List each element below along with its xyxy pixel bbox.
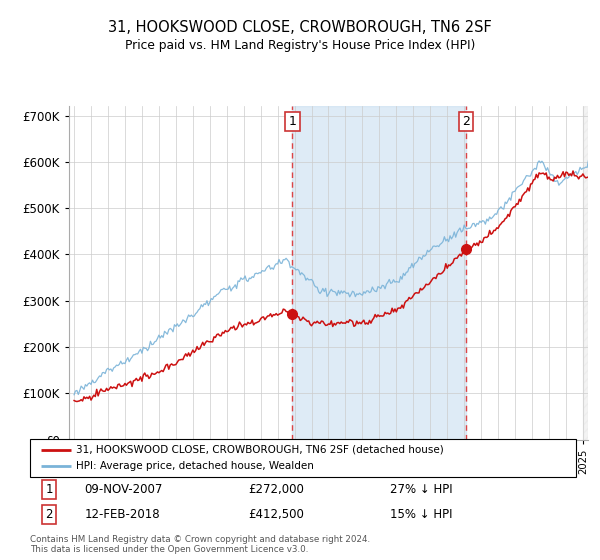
Bar xyxy=(583,106,588,440)
Text: 31, HOOKSWOOD CLOSE, CROWBOROUGH, TN6 2SF (detached house): 31, HOOKSWOOD CLOSE, CROWBOROUGH, TN6 2S… xyxy=(76,445,444,455)
Text: £412,500: £412,500 xyxy=(248,508,304,521)
Text: £272,000: £272,000 xyxy=(248,483,304,496)
Text: 15% ↓ HPI: 15% ↓ HPI xyxy=(391,508,453,521)
Text: 2: 2 xyxy=(463,115,470,128)
Bar xyxy=(292,106,466,440)
Text: 1: 1 xyxy=(46,483,53,496)
Text: 09-NOV-2007: 09-NOV-2007 xyxy=(85,483,163,496)
Text: 2: 2 xyxy=(46,508,53,521)
Text: 31, HOOKSWOOD CLOSE, CROWBOROUGH, TN6 2SF: 31, HOOKSWOOD CLOSE, CROWBOROUGH, TN6 2S… xyxy=(108,20,492,35)
Text: HPI: Average price, detached house, Wealden: HPI: Average price, detached house, Weal… xyxy=(76,461,314,472)
Text: Contains HM Land Registry data © Crown copyright and database right 2024.
This d: Contains HM Land Registry data © Crown c… xyxy=(30,535,370,554)
Text: 1: 1 xyxy=(289,115,296,128)
Text: 27% ↓ HPI: 27% ↓ HPI xyxy=(391,483,453,496)
Text: Price paid vs. HM Land Registry's House Price Index (HPI): Price paid vs. HM Land Registry's House … xyxy=(125,39,475,52)
FancyBboxPatch shape xyxy=(30,439,576,477)
Text: 12-FEB-2018: 12-FEB-2018 xyxy=(85,508,160,521)
